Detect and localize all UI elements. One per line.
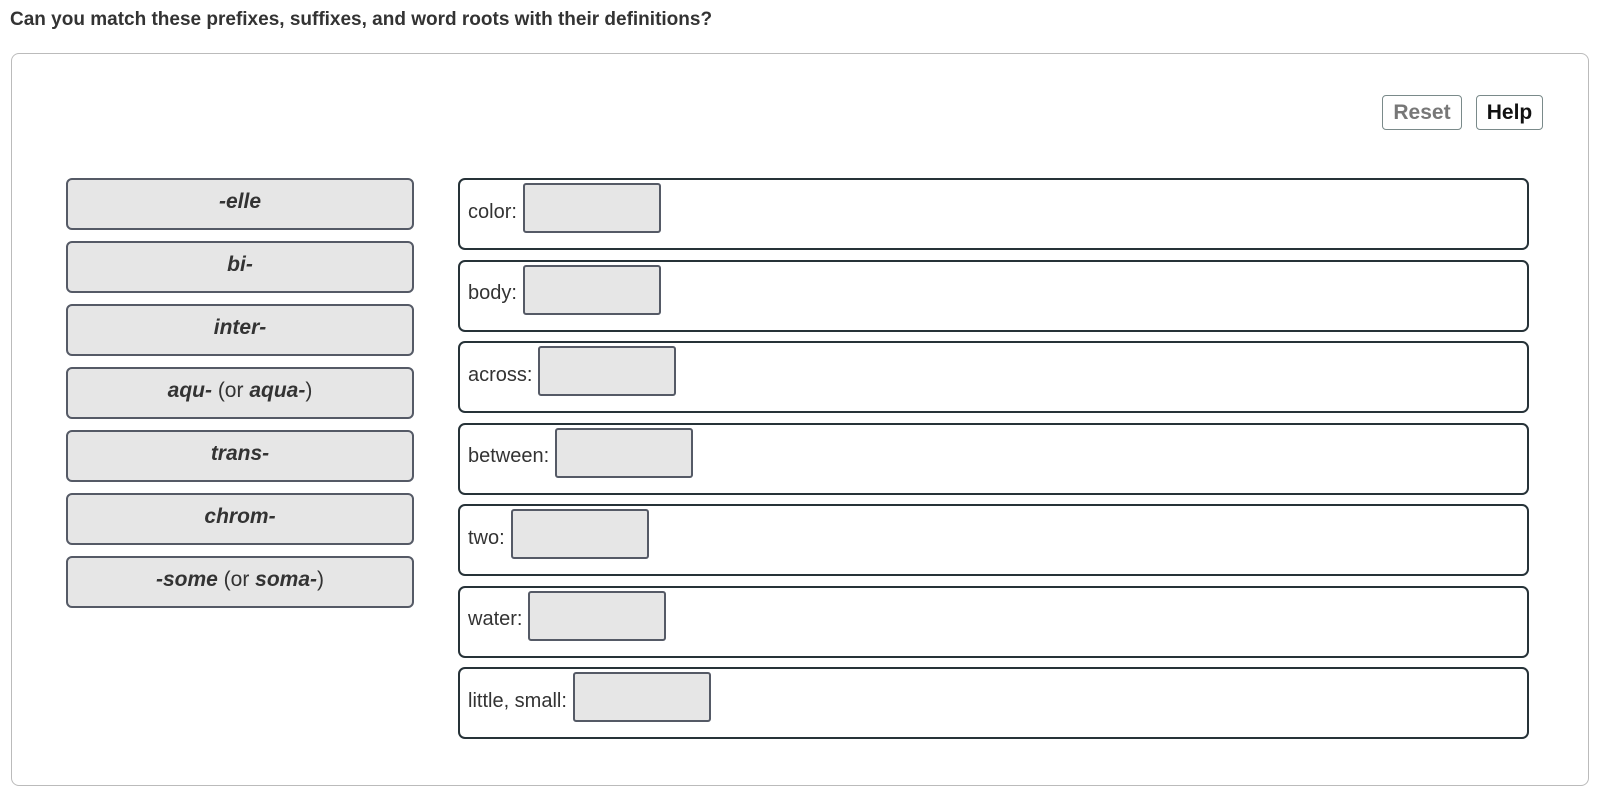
draggable-term-tile[interactable]: chrom- <box>66 493 414 545</box>
term-text: chrom- <box>204 505 276 528</box>
definition-row: color: <box>458 178 1529 250</box>
drop-target[interactable] <box>538 346 677 396</box>
draggable-term-tile[interactable]: bi- <box>66 241 414 293</box>
definition-row: little, small: <box>458 667 1529 739</box>
drop-target[interactable] <box>510 509 649 559</box>
definition-label: across: <box>468 363 533 386</box>
draggable-term-tile[interactable]: trans- <box>66 430 414 482</box>
matching-panel <box>11 53 1589 786</box>
definition-row: water: <box>458 585 1529 658</box>
term-close-text: ) <box>317 568 325 591</box>
drop-target[interactable] <box>522 264 661 315</box>
term-alt-text: aqua- <box>249 379 306 402</box>
definition-row: between: <box>458 422 1529 495</box>
draggable-term-tile[interactable]: aqu- (or aqua-) <box>66 367 414 419</box>
draggable-term-tile[interactable]: inter- <box>66 304 414 356</box>
drop-target[interactable] <box>555 427 694 478</box>
term-text: aqu- <box>167 379 212 402</box>
definition-row: two: <box>458 504 1529 576</box>
definition-label: water: <box>468 608 523 630</box>
term-or-text: (or <box>211 379 250 402</box>
definition-row: body: <box>458 259 1529 332</box>
draggable-term-tile[interactable]: -some (or soma-) <box>66 556 414 608</box>
reset-button[interactable]: Reset <box>1382 95 1462 130</box>
draggable-term-tile[interactable]: -elle <box>66 178 414 230</box>
drop-target[interactable] <box>572 672 711 722</box>
term-text: trans- <box>210 442 270 465</box>
definition-label: between: <box>468 445 550 467</box>
definition-row: across: <box>458 341 1529 413</box>
drop-target[interactable] <box>528 590 667 641</box>
question-text: Can you match these prefixes, suffixes, … <box>10 9 713 30</box>
term-text: bi- <box>227 253 253 276</box>
definition-label: color: <box>468 200 517 223</box>
term-text: -some <box>155 568 218 591</box>
term-text: inter- <box>213 316 267 339</box>
definition-label: little, small: <box>468 689 567 712</box>
term-text: -elle <box>218 190 262 213</box>
help-button[interactable]: Help <box>1476 95 1543 130</box>
term-close-text: ) <box>305 379 313 402</box>
term-alt-text: soma- <box>255 568 318 591</box>
drop-target[interactable] <box>522 183 661 233</box>
term-or-text: (or <box>217 568 256 591</box>
definition-label: two: <box>468 526 505 549</box>
definition-label: body: <box>468 282 517 304</box>
